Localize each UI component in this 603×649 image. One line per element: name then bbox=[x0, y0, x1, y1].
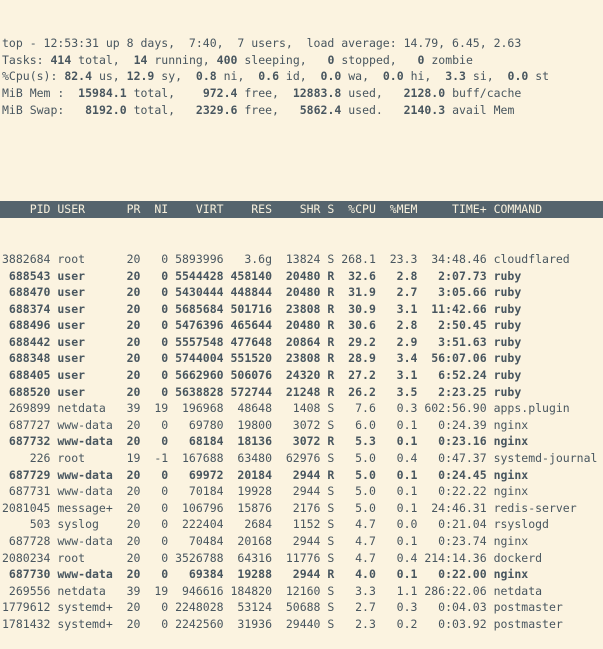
summary-text: MiB Swap: bbox=[2, 102, 86, 117]
summary-text: si, bbox=[465, 69, 508, 84]
summary-value: 12883.8 bbox=[292, 85, 342, 100]
process-row: 3882684 root 20 0 5893996 3.6g 13824 S 2… bbox=[2, 251, 570, 266]
summary-value: 2329.6 bbox=[195, 102, 238, 117]
summary-text: zombie bbox=[424, 52, 473, 67]
process-row: 2080234 root 20 0 3526788 64316 11776 S … bbox=[2, 550, 543, 565]
process-row: 688470 user 20 0 5430444 448844 20480 R … bbox=[2, 285, 522, 300]
summary-value: 8192.0 bbox=[85, 102, 127, 117]
summary-text: Tasks: bbox=[2, 52, 51, 67]
uptime-line: top - 12:53:31 up 8 days, 7:40, 7 users,… bbox=[2, 35, 603, 52]
summary-text: running, bbox=[147, 52, 217, 67]
summary-text: used. bbox=[341, 102, 404, 117]
summary-value: 0 bbox=[327, 52, 335, 67]
process-row: 503 syslog 20 0 222404 2684 1152 S 4.7 0… bbox=[2, 517, 549, 532]
process-list: 3882684 root 20 0 5893996 3.6g 13824 S 2… bbox=[2, 251, 603, 633]
process-row: 687730 www-data 20 0 69384 19288 2944 R … bbox=[2, 567, 529, 582]
summary-text: MiB Mem : bbox=[2, 85, 79, 100]
summary-value: 972.4 bbox=[202, 85, 238, 100]
summary-text: us, bbox=[92, 69, 127, 84]
summary-text: free, bbox=[237, 85, 293, 100]
blank-line bbox=[2, 151, 603, 168]
table-header-text: PID USER PR NI VIRT RES SHR S %CPU %MEM … bbox=[2, 202, 543, 217]
summary-text: top - 12:53:31 up 8 days, 7:40, 7 users,… bbox=[2, 36, 522, 51]
summary-value: 82.4 bbox=[64, 69, 93, 84]
swap-line: MiB Swap: 8192.0 total, 2329.6 free, 586… bbox=[2, 102, 603, 119]
process-row: 687728 www-data 20 0 70484 20168 2944 S … bbox=[2, 534, 529, 548]
process-row: 687732 www-data 20 0 68184 18136 3072 R … bbox=[2, 434, 529, 449]
process-row: 2081045 message+ 20 0 106796 15876 2176 … bbox=[2, 500, 577, 515]
summary-value: 400 bbox=[216, 52, 238, 67]
summary-value: 3.3 bbox=[445, 69, 466, 84]
mem-line: MiB Mem : 15984.1 total, 972.4 free, 128… bbox=[2, 85, 603, 102]
summary-text: stopped, bbox=[334, 52, 418, 67]
summary-value: 0.0 bbox=[320, 69, 342, 84]
process-row: 688543 user 20 0 5544428 458140 20480 R … bbox=[2, 268, 522, 283]
summary-text: wa, bbox=[341, 69, 383, 84]
summary-value: 0 bbox=[417, 52, 425, 67]
process-row: 688496 user 20 0 5476396 465644 20480 R … bbox=[2, 318, 522, 333]
summary-value: 0.0 bbox=[507, 69, 529, 84]
process-row: 226 root 19 -1 167688 63480 62976 S 5.0 … bbox=[2, 451, 598, 466]
summary-value: 0.0 bbox=[382, 69, 404, 84]
summary-text: %Cpu(s): bbox=[2, 69, 65, 84]
summary-value: 14 bbox=[133, 52, 148, 67]
summary-text: total, bbox=[71, 52, 134, 67]
summary-text: ni, bbox=[216, 69, 259, 84]
top-summary: top - 12:53:31 up 8 days, 7:40, 7 users,… bbox=[2, 35, 603, 118]
summary-value: 15984.1 bbox=[78, 85, 127, 100]
process-row: 688442 user 20 0 5557548 477648 20864 R … bbox=[2, 334, 522, 349]
summary-text: st bbox=[528, 69, 550, 84]
summary-value: 2128.0 bbox=[403, 85, 446, 100]
summary-text: id, bbox=[279, 69, 321, 84]
summary-value: 0.8 bbox=[195, 69, 217, 84]
process-row: 687731 www-data 20 0 70184 19928 2944 S … bbox=[2, 484, 529, 499]
summary-text: free, bbox=[237, 102, 300, 117]
process-row: 688374 user 20 0 5685684 501716 23808 R … bbox=[2, 301, 522, 316]
table-header-row: PID USER PR NI VIRT RES SHR S %CPU %MEM … bbox=[0, 201, 603, 218]
process-row: 269556 netdata 39 19 946616 184820 12160… bbox=[2, 583, 543, 598]
summary-text: buff/cache bbox=[445, 85, 522, 100]
process-row: 269899 netdata 39 19 196968 48648 1408 S… bbox=[2, 401, 570, 416]
process-row: 688405 user 20 0 5662960 506076 24320 R … bbox=[2, 368, 522, 383]
summary-text: sy, bbox=[154, 69, 196, 84]
summary-text: total, bbox=[126, 102, 196, 117]
summary-text: sleeping, bbox=[237, 52, 328, 67]
cpu-line: %Cpu(s): 82.4 us, 12.9 sy, 0.8 ni, 0.6 i… bbox=[2, 68, 603, 85]
summary-value: 12.9 bbox=[126, 69, 155, 84]
summary-value: 414 bbox=[50, 52, 72, 67]
summary-text: total, bbox=[126, 85, 203, 100]
process-row: 688348 user 20 0 5744004 551520 23808 R … bbox=[2, 351, 522, 366]
process-row: 687729 www-data 20 0 69972 20184 2944 R … bbox=[2, 467, 529, 482]
tasks-line: Tasks: 414 total, 14 running, 400 sleepi… bbox=[2, 52, 603, 69]
summary-text: hi, bbox=[403, 69, 446, 84]
summary-value: 0.6 bbox=[258, 69, 279, 84]
summary-value: 2140.3 bbox=[403, 102, 446, 117]
summary-text: avail Mem bbox=[445, 102, 515, 117]
summary-value: 5862.4 bbox=[299, 102, 342, 117]
process-row: 1781432 systemd+ 20 0 2242560 31936 2944… bbox=[2, 616, 563, 631]
process-row: 688520 user 20 0 5638828 572744 21248 R … bbox=[2, 384, 522, 399]
process-row: 1779612 systemd+ 20 0 2248028 53124 5068… bbox=[2, 600, 563, 615]
summary-text: used, bbox=[341, 85, 404, 100]
process-row: 687727 www-data 20 0 69780 19800 3072 S … bbox=[2, 417, 529, 432]
